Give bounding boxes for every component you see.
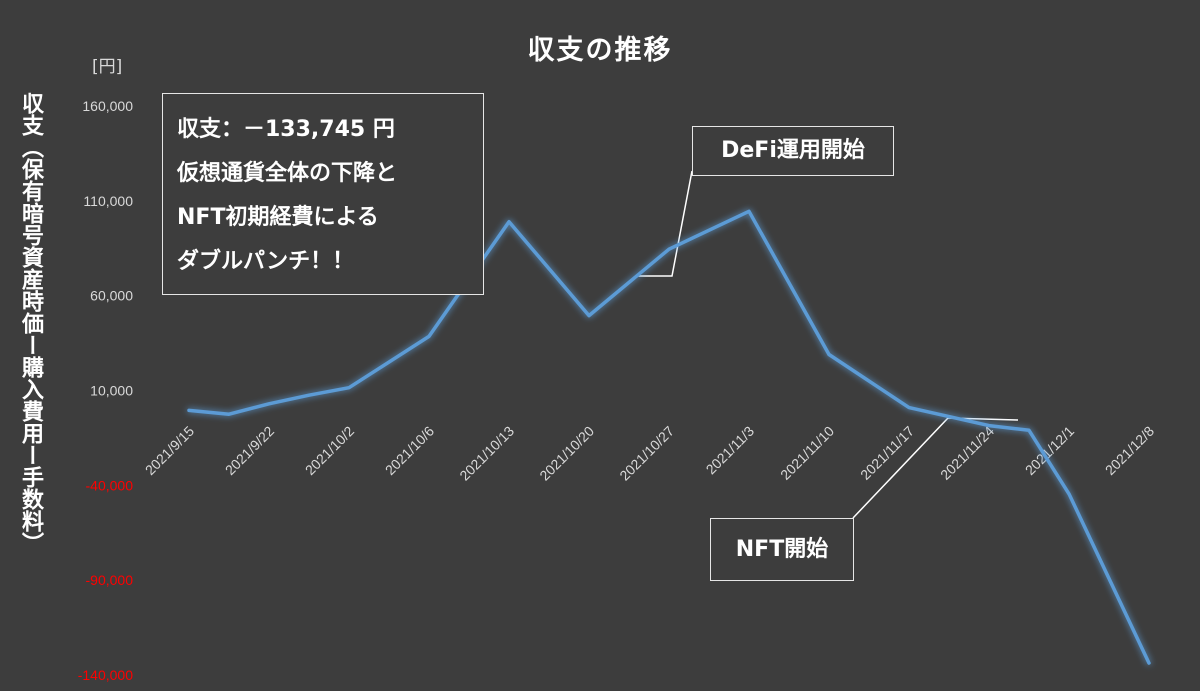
y-axis-label: 収支（保有暗号資産時価ー購入費用ー手数料） [18, 92, 43, 554]
defi-start-callout: DeFi運用開始 [692, 126, 894, 176]
x-tick-label: 2021/10/20 [536, 423, 597, 484]
summary-line-1: 収支：－133,745 円 [177, 117, 395, 142]
y-tick-label: 160,000 [82, 98, 133, 114]
x-tick-label: 2021/11/17 [857, 423, 917, 483]
x-tick-label: 2021/10/27 [616, 423, 677, 484]
x-tick-label: 2021/10/13 [456, 423, 517, 484]
summary-line-2: 仮想通貨全体の下降と [177, 161, 398, 186]
y-tick-label: -90,000 [86, 572, 134, 588]
x-tick-label: 2021/9/22 [222, 423, 278, 479]
defi-leader-line [637, 170, 693, 277]
x-tick-label: 2021/11/3 [702, 423, 757, 478]
summary-line-4: ダブルパンチ！！ [177, 249, 355, 274]
y-tick-label: 10,000 [90, 383, 133, 399]
chart-title: 収支の推移 [527, 35, 673, 66]
summary-callout: 収支：－133,745 円 仮想通貨全体の下降と NFT初期経費による ダブルパ… [162, 93, 484, 295]
y-tick-label: -140,000 [78, 667, 133, 683]
y-tick-label: 60,000 [90, 288, 133, 304]
y-tick-label: 110,000 [83, 193, 133, 209]
nft-start-callout: NFT開始 [710, 518, 854, 581]
x-tick-label: 2021/11/24 [937, 423, 997, 483]
x-tick-label: 2021/11/10 [777, 423, 837, 483]
x-tick-label: 2021/9/15 [142, 423, 198, 479]
x-tick-label: 2021/12/8 [1102, 423, 1158, 479]
x-tick-label: 2021/10/2 [302, 423, 358, 479]
summary-line-3: NFT初期経費による [177, 205, 379, 230]
y-tick-label: -40,000 [86, 477, 134, 493]
y-axis-unit: [円] [92, 57, 123, 77]
x-tick-label: 2021/10/6 [382, 423, 438, 479]
balance-series-line [187, 209, 1151, 665]
